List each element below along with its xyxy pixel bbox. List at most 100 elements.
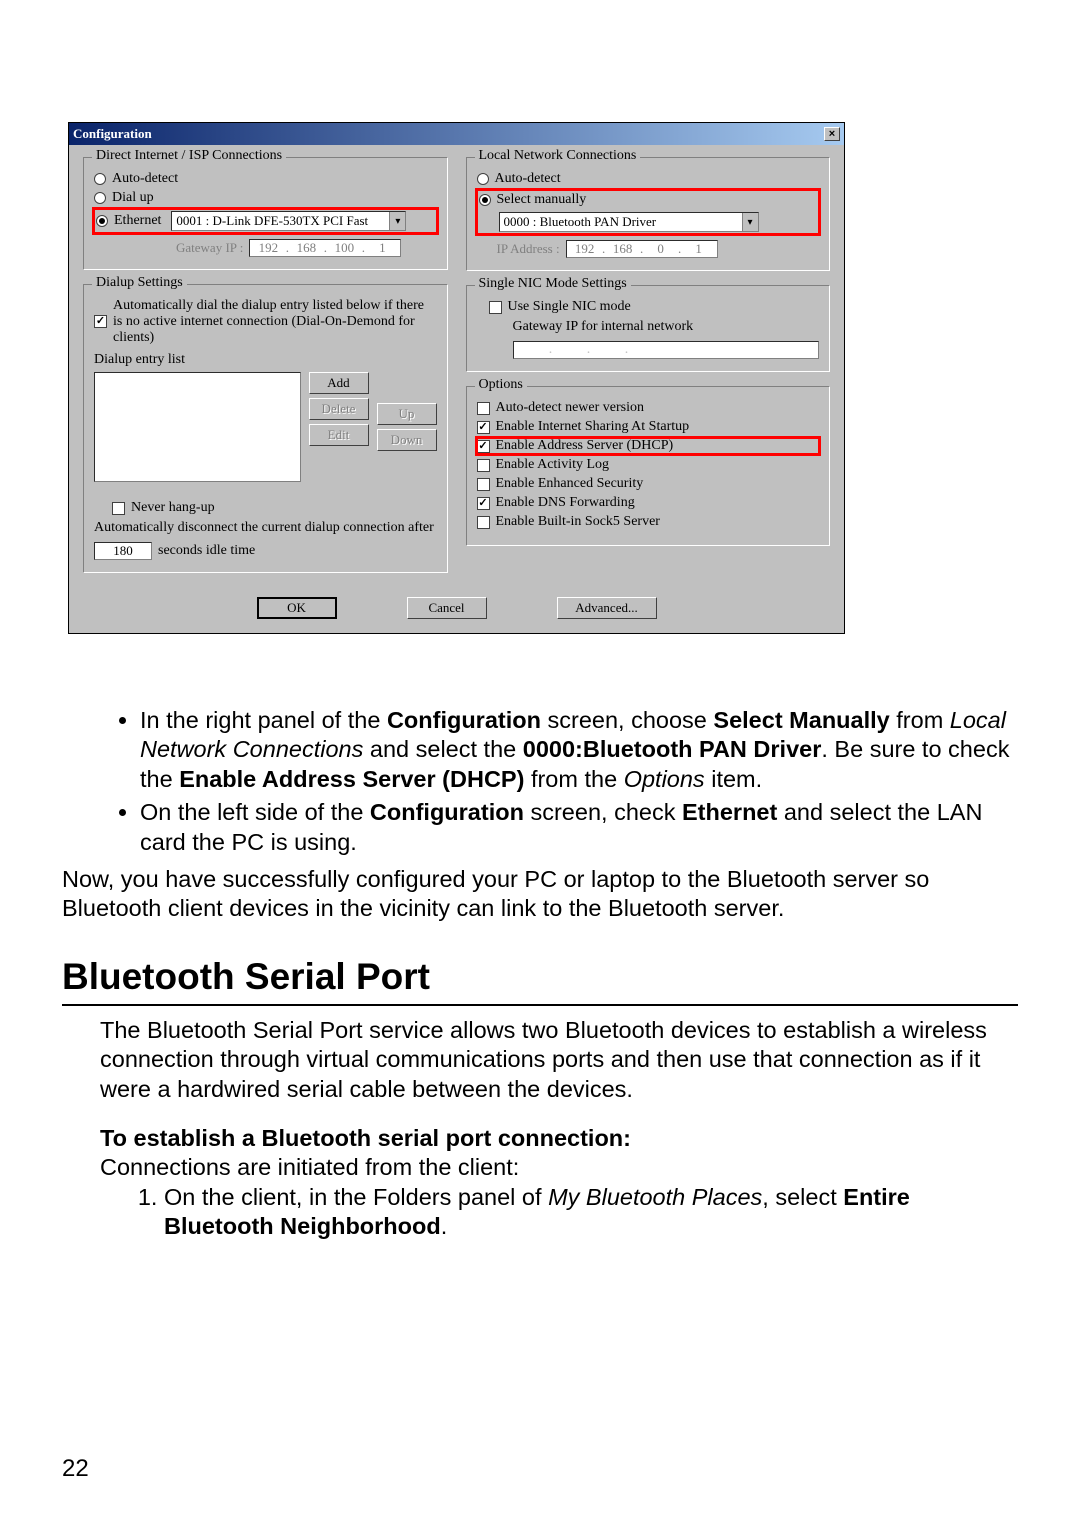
sub-heading: To establish a Bluetooth serial port con…: [62, 1124, 1018, 1153]
right-column: Local Network Connections Auto-detect Se…: [466, 157, 831, 573]
instruction-list: In the right panel of the Configuration …: [62, 706, 1018, 857]
list-item: On the client, in the Folders panel of M…: [164, 1183, 1018, 1242]
list-item: On the left side of the Configuration sc…: [140, 798, 1018, 857]
page-number: 22: [62, 1455, 89, 1483]
titlebar: Configuration ×: [69, 123, 844, 145]
radio-label: Auto-detect: [112, 171, 178, 187]
gateway-ip-row: Gateway IP : 192. 168. 100. 1: [94, 239, 437, 257]
list-item: In the right panel of the Configuration …: [140, 706, 1018, 794]
down-button[interactable]: Down: [377, 429, 437, 451]
auto-disconnect-row: Automatically disconnect the current dia…: [94, 520, 437, 560]
checkbox-label: Enable Built-in Sock5 Server: [496, 514, 660, 530]
radio-label: Auto-detect: [495, 171, 561, 187]
group-legend: Options: [475, 377, 527, 393]
internal-ip-input[interactable]: . . .: [513, 341, 820, 359]
radio-label: Ethernet: [114, 213, 161, 229]
ethernet-highlight: Ethernet 0001 : D-Link DFE-530TX PCI Fas…: [94, 209, 437, 233]
disconnect-label-post: seconds idle time: [158, 543, 255, 559]
chevron-down-icon[interactable]: [742, 213, 758, 231]
ethernet-combo[interactable]: 0001 : D-Link DFE-530TX PCI Fast: [171, 211, 406, 231]
ethernet-radio[interactable]: Ethernet 0001 : D-Link DFE-530TX PCI Fas…: [96, 211, 435, 231]
checkbox-label: Enable DNS Forwarding: [496, 495, 635, 511]
never-hangup-checkbox[interactable]: Never hang-up: [112, 500, 437, 516]
close-icon[interactable]: ×: [824, 127, 840, 141]
paragraph: Connections are initiated from the clien…: [62, 1153, 1018, 1182]
opt-enhanced-security[interactable]: Enable Enhanced Security: [477, 476, 820, 492]
radio-icon: [479, 194, 491, 206]
ip-address-row: IP Address : 192. 168. 0. 1: [477, 240, 820, 258]
ip-label: IP Address :: [497, 241, 560, 257]
disconnect-label-pre: Automatically disconnect the current dia…: [94, 520, 434, 536]
entry-list-label: Dialup entry list: [94, 352, 437, 368]
ordered-list: On the client, in the Folders panel of M…: [62, 1183, 1018, 1242]
direct-internet-group: Direct Internet / ISP Connections Auto-d…: [83, 157, 448, 270]
gateway-ip-input[interactable]: 192. 168. 100. 1: [249, 239, 401, 257]
check-icon: [477, 421, 490, 434]
ip-address-input[interactable]: 192. 168. 0. 1: [566, 240, 718, 258]
checkbox-label: Enable Enhanced Security: [496, 476, 644, 492]
checkbox-label: Enable Internet Sharing At Startup: [496, 419, 690, 435]
group-legend: Direct Internet / ISP Connections: [92, 148, 286, 164]
auto-dial-checkbox[interactable]: Automatically dial the dialup entry list…: [94, 298, 437, 346]
opt-dhcp[interactable]: Enable Address Server (DHCP): [477, 438, 820, 454]
local-network-group: Local Network Connections Auto-detect Se…: [466, 157, 831, 271]
list-order-buttons: Up Down: [377, 372, 437, 482]
checkbox-label: Auto-detect newer version: [496, 400, 645, 416]
radio-label: Dial up: [112, 190, 154, 206]
group-legend: Local Network Connections: [475, 148, 641, 164]
idle-seconds-input[interactable]: 180: [94, 542, 152, 560]
check-icon: [477, 402, 490, 415]
entry-list-panel: Add Delete Edit Up Down: [94, 372, 437, 482]
check-icon: [477, 478, 490, 491]
opt-internet-sharing[interactable]: Enable Internet Sharing At Startup: [477, 419, 820, 435]
delete-button[interactable]: Delete: [309, 398, 369, 420]
pan-driver-combo[interactable]: 0000 : Bluetooth PAN Driver: [499, 212, 759, 232]
configuration-dialog: Configuration × Direct Internet / ISP Co…: [68, 122, 845, 634]
group-legend: Dialup Settings: [92, 275, 187, 291]
gateway-label: Gateway IP :: [176, 240, 243, 256]
check-icon: [477, 440, 490, 453]
single-nic-checkbox[interactable]: Use Single NIC mode: [489, 299, 820, 315]
check-icon: [477, 516, 490, 529]
combo-value: 0001 : D-Link DFE-530TX PCI Fast: [172, 213, 389, 229]
single-nic-group: Single NIC Mode Settings Use Single NIC …: [466, 285, 831, 372]
radio-icon: [94, 192, 106, 204]
paragraph: The Bluetooth Serial Port service allows…: [62, 1016, 1018, 1104]
dial-up-radio[interactable]: Dial up: [94, 190, 437, 206]
paragraph: Now, you have successfully configured yo…: [62, 865, 1018, 924]
section-divider: [62, 1004, 1018, 1006]
list-action-buttons: Add Delete Edit: [309, 372, 369, 482]
left-column: Direct Internet / ISP Connections Auto-d…: [83, 157, 448, 573]
add-button[interactable]: Add: [309, 372, 369, 394]
checkbox-label: Enable Address Server (DHCP): [496, 438, 674, 454]
check-icon: [94, 315, 107, 328]
check-icon: [112, 502, 125, 515]
ok-button[interactable]: OK: [257, 597, 337, 619]
document-text: In the right panel of the Configuration …: [62, 706, 1018, 1242]
opt-auto-detect-version[interactable]: Auto-detect newer version: [477, 400, 820, 416]
dialog-buttons: OK Cancel Advanced...: [69, 587, 844, 633]
entry-listbox[interactable]: [94, 372, 301, 482]
radio-icon: [94, 173, 106, 185]
opt-sock5[interactable]: Enable Built-in Sock5 Server: [477, 514, 820, 530]
advanced-button[interactable]: Advanced...: [557, 597, 657, 619]
gw-internal-label: Gateway IP for internal network: [513, 319, 820, 335]
ln-auto-detect-radio[interactable]: Auto-detect: [477, 171, 820, 187]
chevron-down-icon[interactable]: [389, 212, 405, 230]
check-icon: [477, 497, 490, 510]
opt-activity-log[interactable]: Enable Activity Log: [477, 457, 820, 473]
radio-icon: [96, 215, 108, 227]
section-title: Bluetooth Serial Port: [62, 954, 1018, 1000]
group-legend: Single NIC Mode Settings: [475, 276, 631, 292]
radio-icon: [477, 173, 489, 185]
auto-detect-radio[interactable]: Auto-detect: [94, 171, 437, 187]
cancel-button[interactable]: Cancel: [407, 597, 487, 619]
select-manually-radio[interactable]: Select manually: [479, 192, 818, 208]
up-button[interactable]: Up: [377, 403, 437, 425]
dialup-settings-group: Dialup Settings Automatically dial the d…: [83, 284, 448, 573]
opt-dns-forwarding[interactable]: Enable DNS Forwarding: [477, 495, 820, 511]
window-title: Configuration: [73, 126, 152, 142]
dialog-body: Direct Internet / ISP Connections Auto-d…: [69, 145, 844, 587]
radio-label: Select manually: [497, 192, 587, 208]
edit-button[interactable]: Edit: [309, 424, 369, 446]
